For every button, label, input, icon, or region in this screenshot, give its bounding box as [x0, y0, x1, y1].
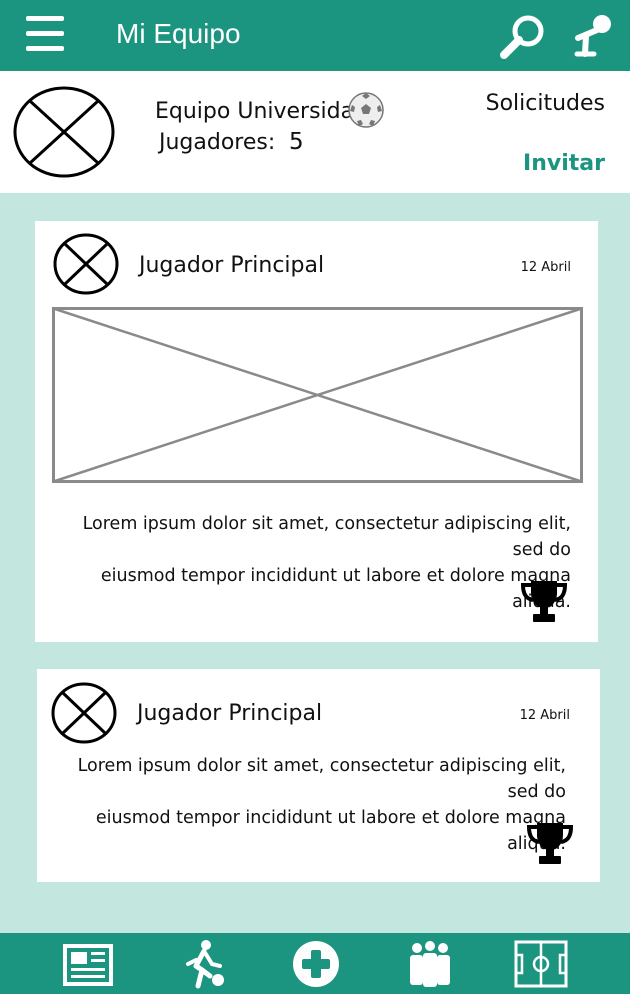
post-text: Lorem ipsum dolor sit amet, consectetur …: [51, 511, 571, 615]
post-date: 12 Abril: [520, 260, 571, 275]
post-text-line: Lorem ipsum dolor sit amet, consectetur …: [82, 514, 571, 560]
team-icon[interactable]: [403, 938, 457, 990]
soccer-ball-icon: [348, 92, 384, 128]
post-card: Jugador Principal 12 Abril Lorem ipsum d…: [35, 221, 598, 642]
newspaper-icon[interactable]: [61, 938, 115, 990]
post-text: Lorem ipsum dolor sit amet, consectetur …: [46, 753, 566, 857]
field-icon[interactable]: [514, 938, 568, 990]
post-author: Jugador Principal: [139, 253, 325, 278]
add-icon[interactable]: [289, 938, 343, 990]
requests-link[interactable]: Solicitudes: [485, 91, 605, 116]
invite-link[interactable]: Invitar: [523, 151, 605, 176]
team-avatar: [13, 86, 115, 178]
microphone-icon[interactable]: [568, 14, 614, 60]
trophy-icon[interactable]: [525, 821, 575, 867]
trophy-icon[interactable]: [519, 579, 569, 625]
top-app-bar: Mi Equipo: [0, 0, 630, 71]
app-title: Mi Equipo: [116, 18, 241, 49]
post-text-line: eiusmod tempor incididunt ut labore et d…: [95, 808, 566, 854]
post-text-line: eiusmod tempor incididunt ut labore et d…: [100, 566, 571, 612]
post-date: 12 Abril: [519, 708, 570, 723]
author-avatar: [51, 682, 117, 744]
players-label: Jugadores:: [159, 130, 276, 155]
search-icon[interactable]: [498, 12, 548, 60]
post-text-line: Lorem ipsum dolor sit amet, consectetur …: [77, 756, 566, 802]
player-kick-icon[interactable]: [176, 938, 230, 990]
team-header: Equipo Universidad Jugadores: 5 Solicitu…: [0, 71, 630, 193]
hamburger-icon[interactable]: [24, 14, 66, 54]
post-card: Jugador Principal 12 Abril Lorem ipsum d…: [37, 669, 600, 882]
post-image-placeholder: [52, 307, 583, 483]
post-author: Jugador Principal: [137, 701, 323, 726]
players-count: 5: [289, 129, 304, 155]
author-avatar: [53, 233, 119, 295]
team-name: Equipo Universidad: [155, 99, 369, 124]
bottom-nav: [0, 933, 630, 994]
